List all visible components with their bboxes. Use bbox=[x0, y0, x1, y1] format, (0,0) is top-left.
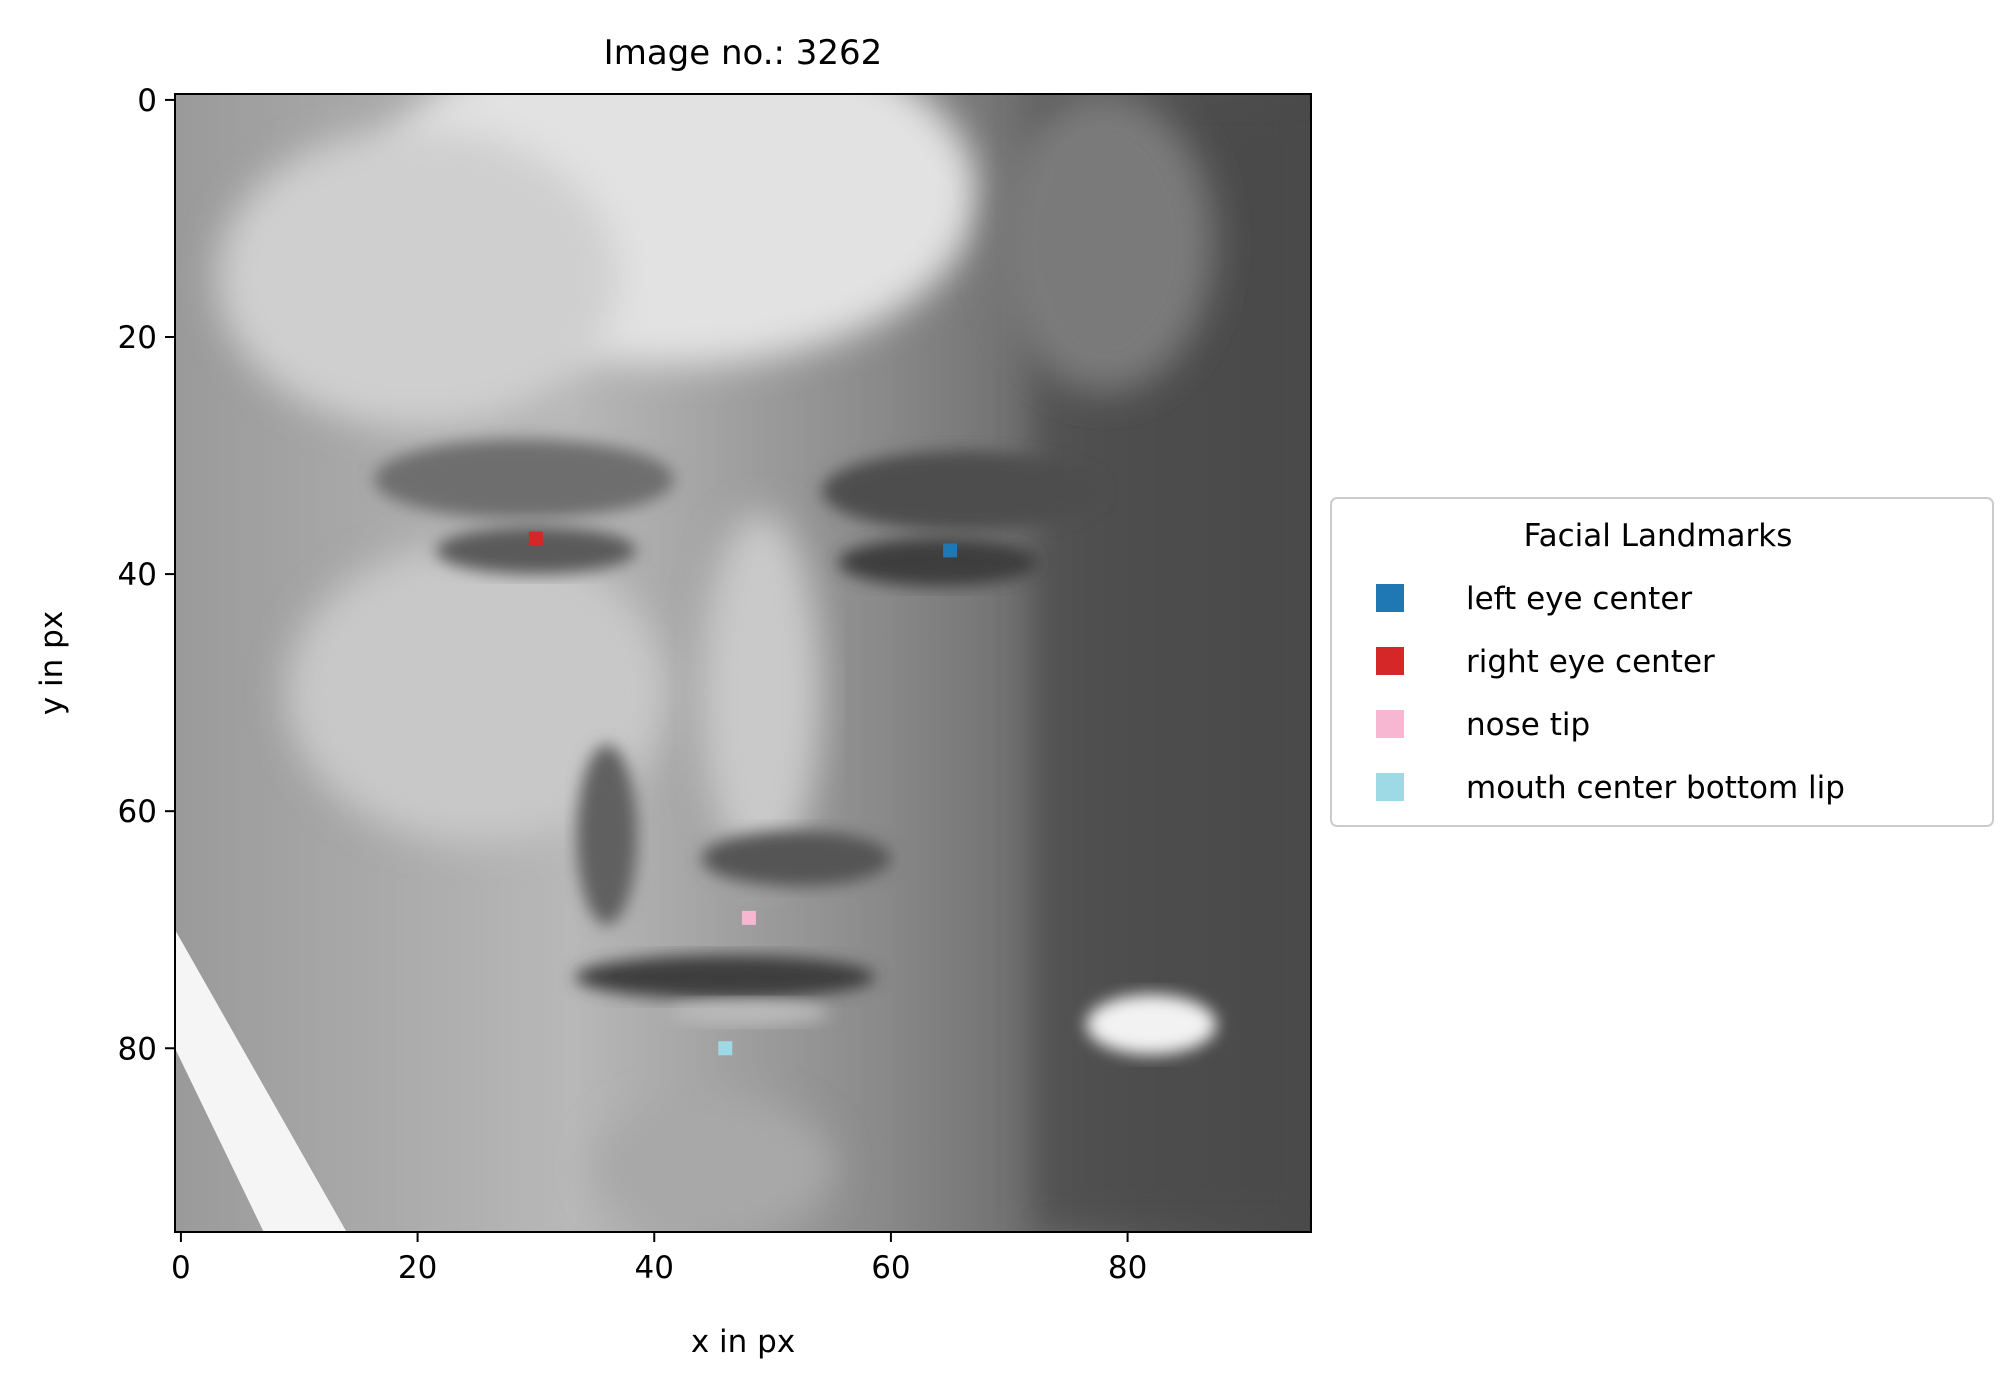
legend-item: right eye center bbox=[1376, 644, 1715, 680]
legend: Facial Landmarks left eye center right ey… bbox=[1330, 497, 1994, 827]
axes-frame bbox=[174, 93, 1312, 1233]
legend-title: Facial Landmarks bbox=[1524, 518, 1793, 554]
legend-swatch bbox=[1376, 647, 1404, 675]
legend-swatch bbox=[1376, 773, 1404, 801]
x-tick-label: 0 bbox=[171, 1250, 191, 1286]
y-axis-ticks: 0 20 40 60 80 bbox=[118, 83, 175, 1067]
y-tick-label: 0 bbox=[137, 83, 157, 119]
landmark-marker-mouth-center-bottom-lip bbox=[718, 1041, 733, 1056]
legend-item: mouth center bottom lip bbox=[1376, 770, 1845, 806]
legend-label: mouth center bottom lip bbox=[1466, 770, 1845, 806]
landmark-markers bbox=[528, 531, 958, 1056]
x-axis-label: x in px bbox=[691, 1324, 795, 1360]
landmark-marker-left-eye-center bbox=[943, 543, 958, 558]
landmark-marker-nose-tip bbox=[741, 910, 756, 925]
chart-title: Image no.: 3262 bbox=[604, 33, 883, 73]
legend-item: nose tip bbox=[1376, 707, 1590, 743]
legend-label: nose tip bbox=[1466, 707, 1590, 743]
x-tick-label: 80 bbox=[1108, 1250, 1147, 1286]
legend-swatch bbox=[1376, 584, 1404, 612]
face-image bbox=[175, 94, 1311, 1232]
legend-box bbox=[1330, 497, 1994, 827]
y-axis-label: y in px bbox=[34, 611, 70, 715]
x-tick-label: 40 bbox=[635, 1250, 674, 1286]
legend-label: right eye center bbox=[1466, 644, 1715, 680]
legend-swatch bbox=[1376, 710, 1404, 738]
x-tick-label: 60 bbox=[871, 1250, 910, 1286]
y-tick-label: 40 bbox=[118, 557, 157, 593]
y-tick-label: 20 bbox=[118, 320, 157, 356]
y-tick-label: 60 bbox=[118, 794, 157, 830]
x-axis-ticks: 0 20 40 60 80 bbox=[171, 1232, 1147, 1286]
landmark-marker-right-eye-center bbox=[528, 531, 543, 546]
x-tick-label: 20 bbox=[398, 1250, 437, 1286]
legend-label: left eye center bbox=[1466, 581, 1692, 617]
y-tick-label: 80 bbox=[118, 1031, 157, 1067]
legend-item: left eye center bbox=[1376, 581, 1692, 617]
